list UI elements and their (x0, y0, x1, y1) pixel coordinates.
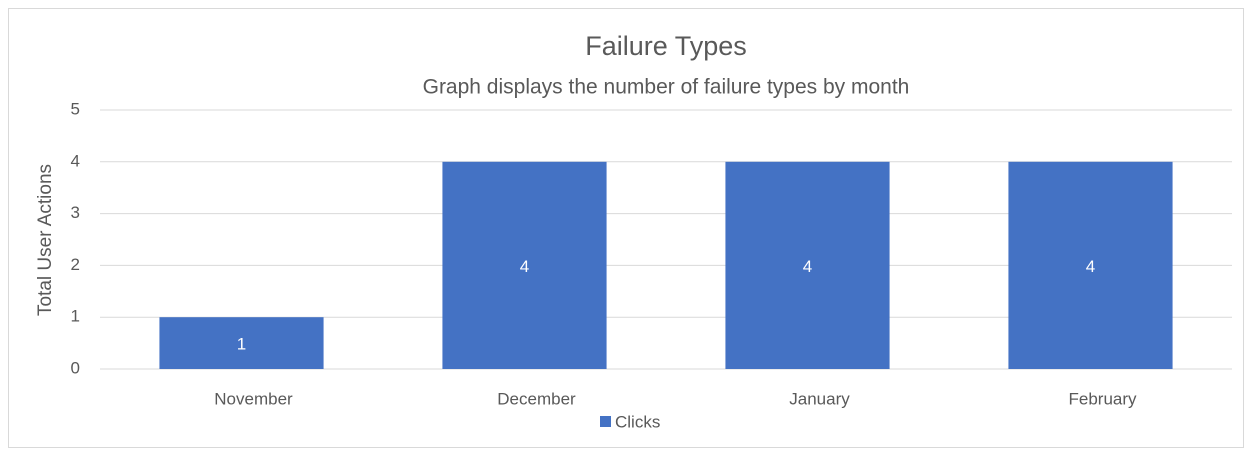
chart-title: Failure Types (585, 31, 747, 61)
legend-swatch (600, 416, 611, 427)
y-tick-label: 4 (71, 151, 80, 170)
data-label: 4 (803, 257, 812, 276)
y-tick-label: 0 (71, 358, 80, 377)
bar (159, 317, 324, 369)
legend-label: Clicks (615, 412, 660, 431)
x-tick-label: November (214, 389, 293, 408)
bar (1008, 161, 1173, 369)
x-tick-label: January (789, 389, 850, 408)
y-tick-label: 5 (71, 99, 80, 118)
y-tick-label: 2 (71, 255, 80, 274)
x-tick-label: December (497, 389, 576, 408)
y-tick-label: 1 (71, 307, 80, 326)
bar (442, 161, 607, 369)
bar (725, 161, 890, 369)
data-label: 1 (237, 335, 246, 354)
data-label: 4 (1086, 257, 1095, 276)
y-tick-label: 3 (71, 203, 80, 222)
y-axis-label: Total User Actions (35, 164, 56, 316)
data-label: 4 (520, 257, 529, 276)
x-tick-label: February (1068, 389, 1137, 408)
chart-subtitle: Graph displays the number of failure typ… (423, 76, 910, 99)
